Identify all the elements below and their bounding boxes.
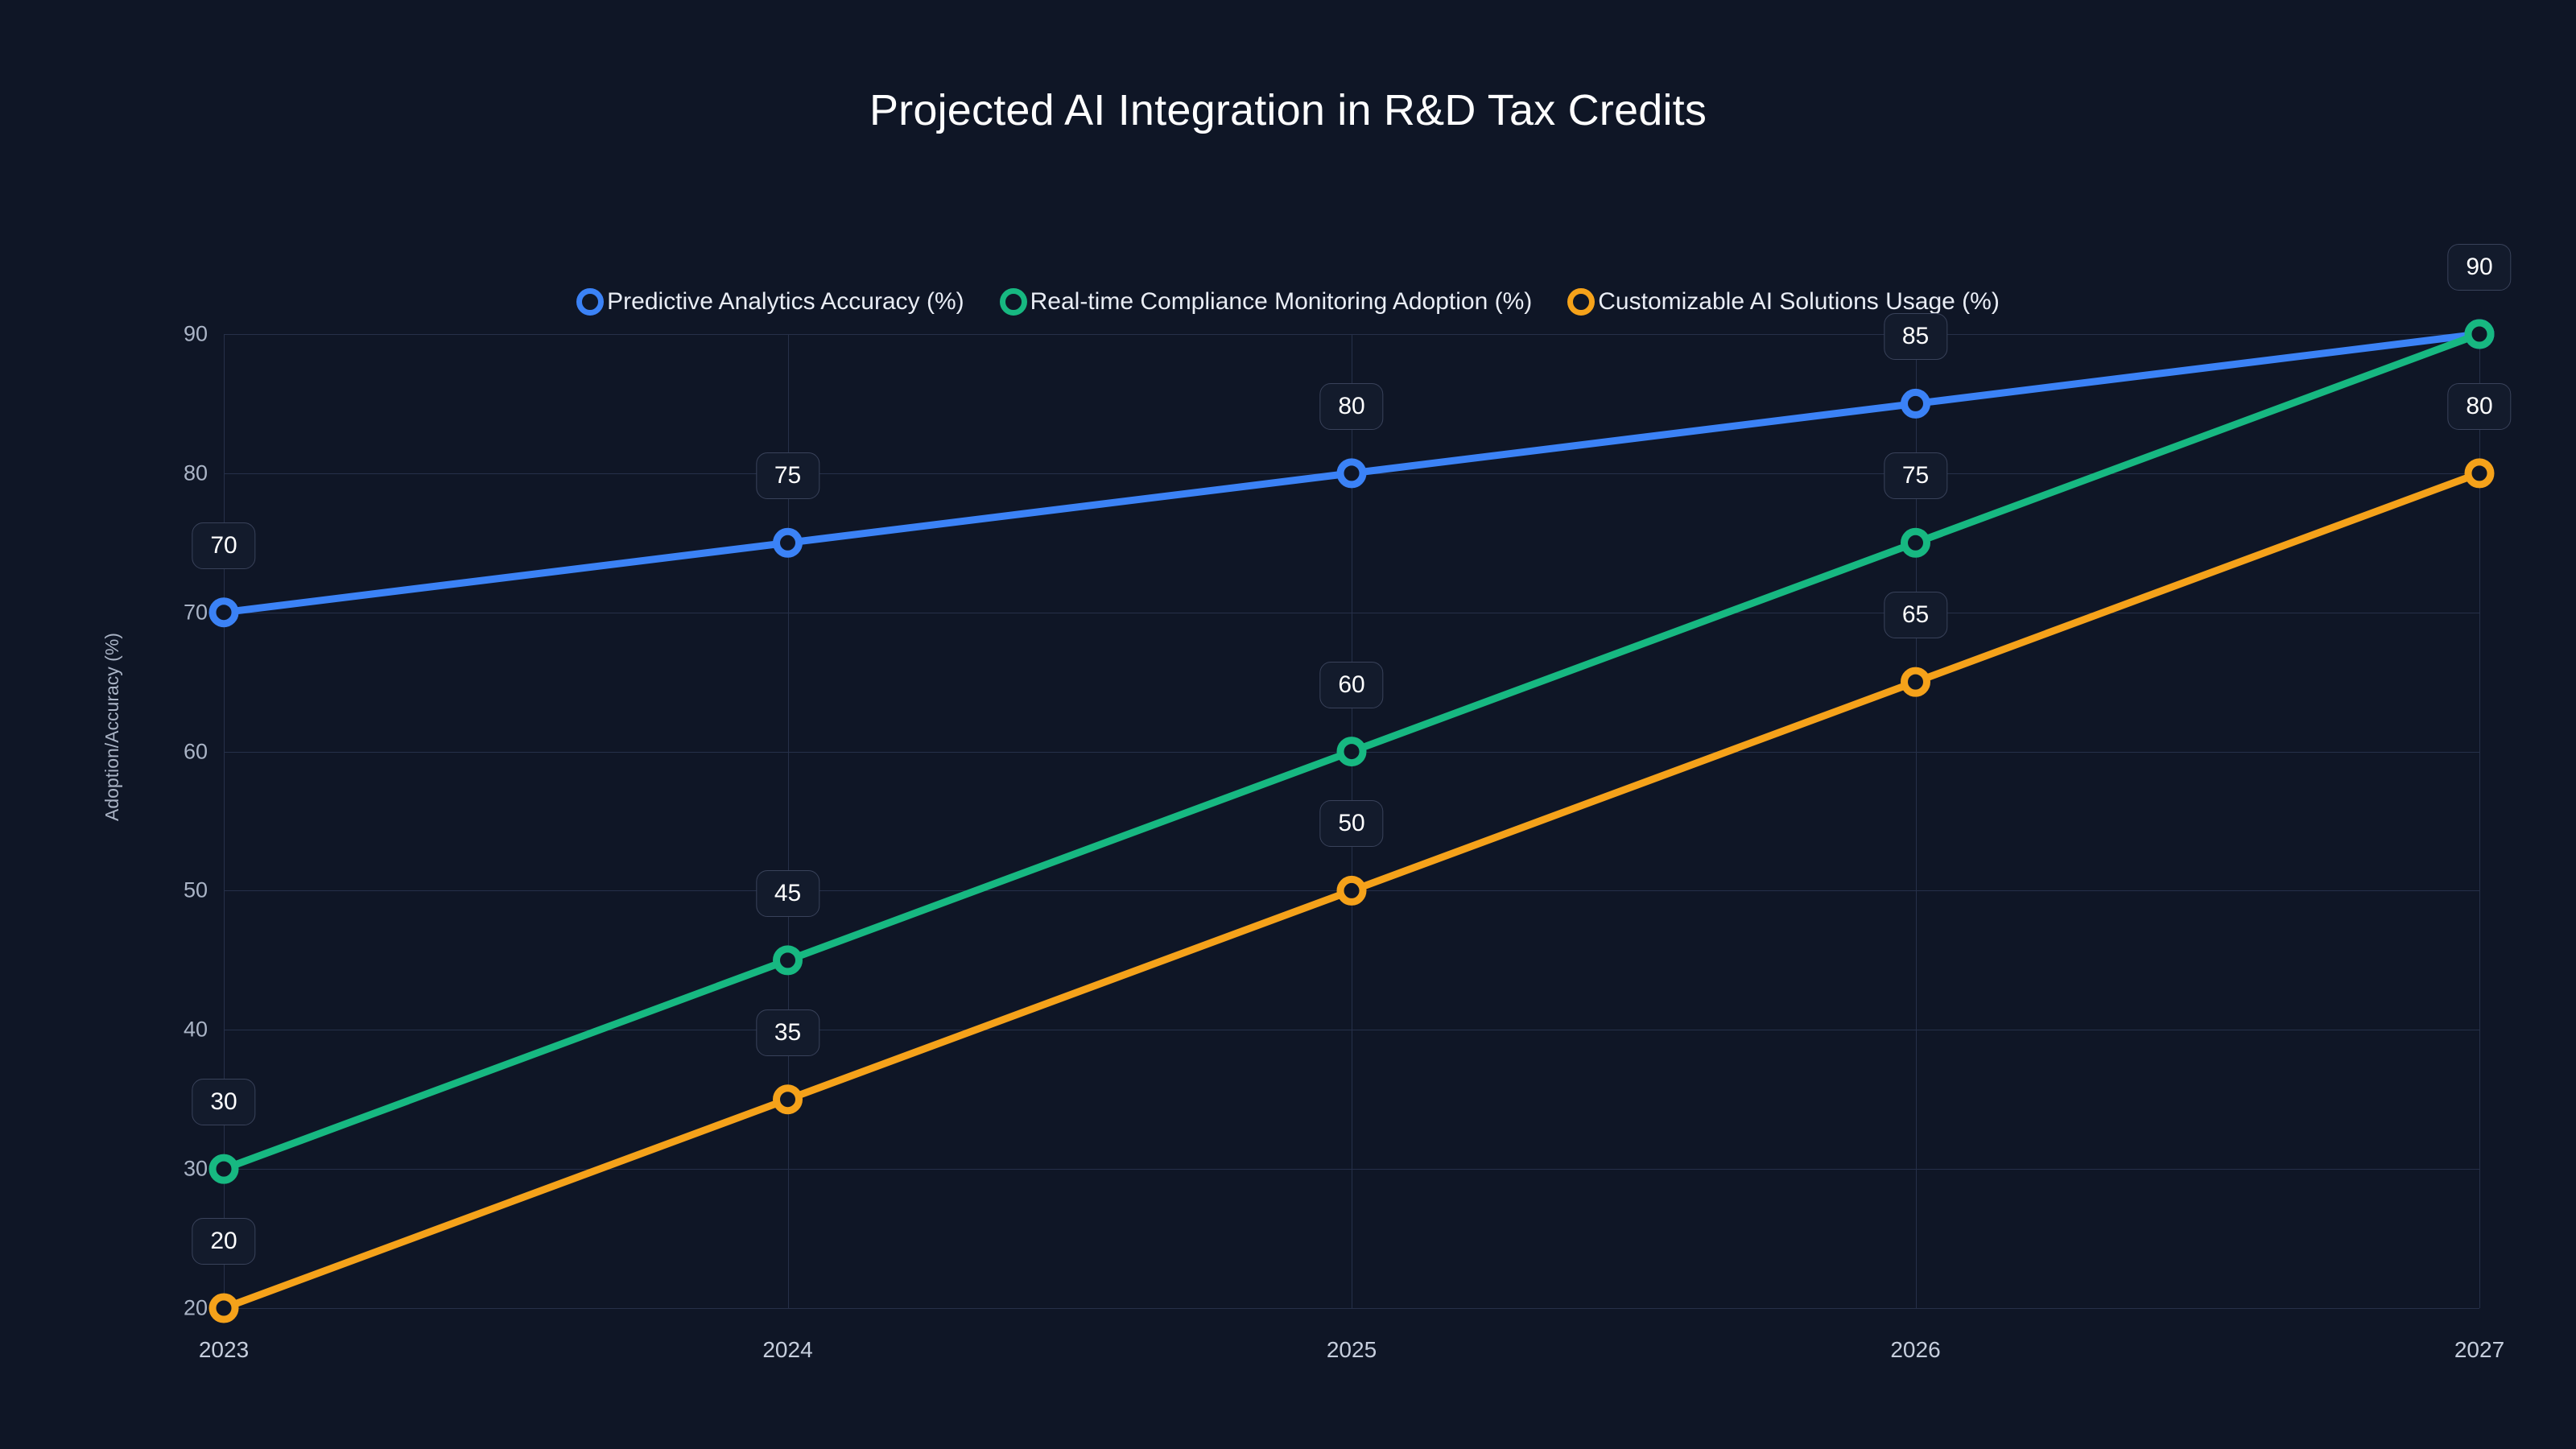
series-data-point-marker[interactable] [1901, 527, 1930, 558]
data-point-label: 20 [192, 1218, 256, 1265]
chart-title: Projected AI Integration in R&D Tax Cred… [869, 86, 1707, 134]
series-data-point-marker[interactable] [773, 945, 803, 976]
series-data-point-marker[interactable] [773, 1084, 803, 1115]
data-point-label: 80 [1319, 382, 1384, 430]
data-point-label: 50 [1319, 800, 1384, 848]
data-point-label: 60 [1319, 661, 1384, 708]
gridline-vertical [224, 334, 225, 1308]
series-data-point-marker[interactable] [1336, 458, 1367, 489]
series-data-point-marker[interactable] [208, 1293, 239, 1323]
series-data-point-marker[interactable] [1336, 737, 1367, 767]
data-point-label: 35 [755, 1009, 820, 1056]
series-data-point-marker[interactable] [1901, 388, 1930, 419]
data-point-label: 85 [1883, 313, 1948, 361]
data-point-label: 70 [192, 522, 256, 569]
series-data-point-marker[interactable] [2464, 319, 2495, 349]
data-point-label: 75 [755, 452, 820, 500]
gridline-vertical [1915, 334, 1917, 1308]
series-data-point-marker[interactable] [1336, 875, 1367, 906]
series-data-point-marker[interactable] [208, 1154, 239, 1184]
series-data-point-marker[interactable] [2464, 458, 2495, 489]
data-point-label: 90 [2447, 244, 2512, 291]
gridline-horizontal [224, 1308, 2479, 1309]
gridline-vertical [2479, 334, 2480, 1308]
series-data-point-marker[interactable] [208, 597, 239, 628]
data-point-label: 30 [192, 1079, 256, 1126]
data-point-label: 65 [1883, 592, 1948, 639]
data-point-label: 75 [1883, 452, 1948, 500]
series-data-point-marker[interactable] [1901, 667, 1930, 697]
series-data-point-marker[interactable] [773, 527, 803, 558]
data-point-label: 45 [755, 869, 820, 917]
data-point-label: 80 [2447, 382, 2512, 430]
gridline-vertical [787, 334, 789, 1308]
